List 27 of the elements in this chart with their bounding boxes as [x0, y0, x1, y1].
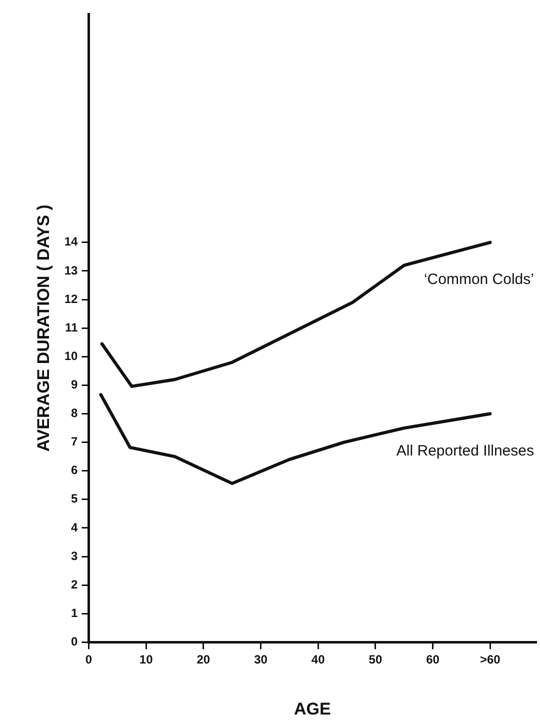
x-tick-label: 50	[368, 652, 382, 667]
y-tick-label: 8	[71, 406, 78, 420]
y-tick-label: 13	[64, 263, 78, 278]
y-tick-label: 2	[71, 577, 78, 592]
y-tick-label: 9	[71, 378, 78, 392]
x-tick-label: 60	[426, 652, 440, 667]
x-tick-label: 10	[139, 652, 154, 667]
x-tick-label: 30	[254, 652, 268, 667]
x-axis-title: AGE	[294, 699, 331, 718]
y-axis-title: AVERAGE DURATION ( DAYS )	[34, 204, 53, 452]
x-tick-label: 20	[196, 652, 210, 667]
y-tick-label: 6	[71, 463, 78, 478]
series-label: All Reported Illneses	[396, 442, 534, 460]
y-tick-label: 0	[71, 634, 78, 649]
series-label: ‘Common Colds’	[424, 271, 534, 288]
y-tick-label: 7	[71, 434, 78, 449]
y-tick-label: 3	[71, 548, 78, 563]
y-tick-label: 5	[71, 492, 78, 506]
y-tick-label: 1	[71, 606, 78, 620]
x-tick-label: >60	[480, 652, 501, 667]
y-tick-label: 4	[71, 520, 78, 534]
y-tick-label: 10	[64, 348, 78, 363]
y-tick-label: 14	[64, 234, 78, 249]
x-tick-label: 0	[85, 652, 92, 667]
x-tick-label: 40	[311, 652, 326, 667]
y-tick-label: 11	[65, 320, 78, 334]
y-tick-label: 12	[64, 292, 78, 306]
